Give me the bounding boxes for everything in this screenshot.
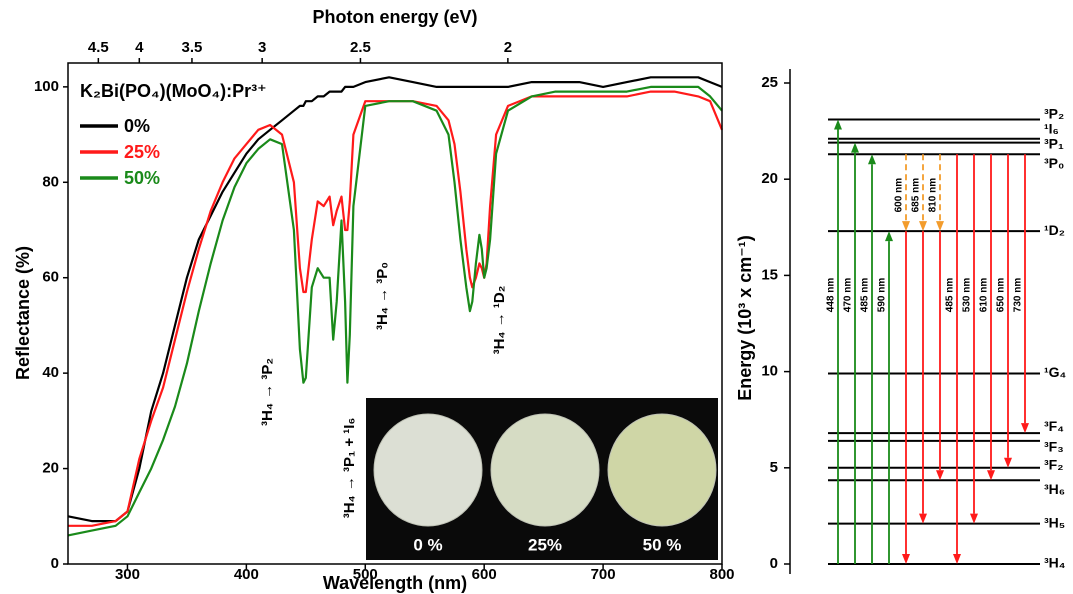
top-tick-label: 3.5 xyxy=(182,39,203,56)
x-tick-label: 400 xyxy=(234,566,259,583)
series-line xyxy=(68,90,724,527)
y-tick-label: 25 xyxy=(761,74,778,91)
level-label: ¹G₄ xyxy=(1044,364,1066,380)
transition-arrow-head xyxy=(902,554,910,564)
sample-disc xyxy=(607,413,717,527)
transition-arrow-head xyxy=(919,513,927,524)
y-tick-label: 20 xyxy=(761,170,778,187)
transition-label: 650 nm xyxy=(996,278,1007,313)
y-tick-label: 100 xyxy=(34,78,59,95)
legend-label: 0% xyxy=(124,116,150,136)
transition-label: 485 nm xyxy=(945,278,956,313)
sample-disc xyxy=(373,413,483,527)
transition-arrow-head xyxy=(834,119,842,130)
transition-label: 685 nm xyxy=(911,178,922,213)
relaxation-arrow-head xyxy=(936,221,944,232)
level-label: ¹D₂ xyxy=(1044,222,1065,238)
transition-annotation: ³H₄ → ³P₀ xyxy=(374,262,391,330)
top-tick-label: 2 xyxy=(504,39,512,56)
x-tick-label: 700 xyxy=(591,566,616,583)
transition-arrow-head xyxy=(851,142,859,153)
level-label: ³F₃ xyxy=(1044,439,1064,455)
level-label: ³H₄ xyxy=(1044,555,1065,571)
top-tick-label: 2.5 xyxy=(350,39,371,56)
x-tick-label: 500 xyxy=(353,566,378,583)
top-tick-label: 4.5 xyxy=(88,39,109,56)
sample-label: 0 % xyxy=(413,535,442,554)
energy-axis-title: Energy (10³ x cm⁻¹) xyxy=(735,235,755,401)
y-tick-label: 60 xyxy=(42,269,59,286)
y-tick-label: 20 xyxy=(42,460,59,477)
legend-title: K₂Bi(PO₄)(MoO₄):Pr³⁺ xyxy=(80,81,267,101)
transition-arrow-head xyxy=(970,513,978,524)
transition-arrow-head xyxy=(1021,423,1029,434)
transition-arrow-head xyxy=(885,231,893,242)
transition-arrow-head xyxy=(936,470,944,481)
x-tick-label: 800 xyxy=(709,566,734,583)
sample-label: 25% xyxy=(528,535,562,554)
level-label: ³P₀ xyxy=(1044,155,1064,171)
transition-label: 610 nm xyxy=(979,278,990,313)
transition-arrow-head xyxy=(1004,457,1012,468)
level-label: ³H₆ xyxy=(1044,481,1065,497)
transition-annotation: ³H₄ → ¹D₂ xyxy=(491,286,508,355)
level-label: ³F₂ xyxy=(1044,457,1063,473)
level-label: ³P₁ xyxy=(1044,135,1064,151)
transition-annotation: ³H₄ → ³P₂ xyxy=(259,358,276,426)
x-axis-title: Wavelength (nm) xyxy=(323,573,467,593)
y-axis-title: Reflectance (%) xyxy=(13,246,33,380)
series-line xyxy=(67,85,723,537)
transition-label: 448 nm xyxy=(826,278,837,313)
level-label: ³P₂ xyxy=(1044,105,1064,121)
transition-arrow-head xyxy=(953,554,961,564)
y-tick-label: 0 xyxy=(770,555,778,572)
transition-label: 530 nm xyxy=(962,278,973,313)
transition-arrow-head xyxy=(987,470,995,481)
plot-frame xyxy=(67,62,723,565)
top-axis-title: Photon energy (eV) xyxy=(312,7,477,27)
y-tick-label: 40 xyxy=(42,364,59,381)
sample-disc xyxy=(490,413,600,527)
transition-label: 590 nm xyxy=(877,278,888,313)
legend-label: 50% xyxy=(124,168,160,188)
sample-label: 50 % xyxy=(643,535,682,554)
legend-label: 25% xyxy=(124,142,160,162)
level-label: ³F₄ xyxy=(1044,418,1064,434)
x-tick-label: 300 xyxy=(115,566,140,583)
transition-label: 810 nm xyxy=(928,178,939,213)
y-tick-label: 15 xyxy=(761,266,778,283)
x-tick-label: 600 xyxy=(472,566,497,583)
y-tick-label: 5 xyxy=(770,459,778,476)
relaxation-arrow-head xyxy=(919,221,927,232)
transition-label: 470 nm xyxy=(843,278,854,313)
transition-label: 730 nm xyxy=(1013,278,1024,313)
transition-label: 600 nm xyxy=(894,178,905,213)
top-tick-label: 3 xyxy=(258,39,266,56)
level-label: ¹I₆ xyxy=(1044,120,1059,136)
transition-arrow-head xyxy=(868,154,876,165)
transition-label: 485 nm xyxy=(860,278,871,313)
y-tick-label: 10 xyxy=(761,363,778,380)
y-tick-label: 0 xyxy=(51,555,59,572)
transition-annotation: ³H₄ → ³P₁ + ¹I₆ xyxy=(341,418,358,519)
level-label: ³H₅ xyxy=(1044,514,1065,530)
y-tick-label: 80 xyxy=(42,173,59,190)
relaxation-arrow-head xyxy=(902,221,910,232)
top-tick-label: 4 xyxy=(135,39,144,56)
